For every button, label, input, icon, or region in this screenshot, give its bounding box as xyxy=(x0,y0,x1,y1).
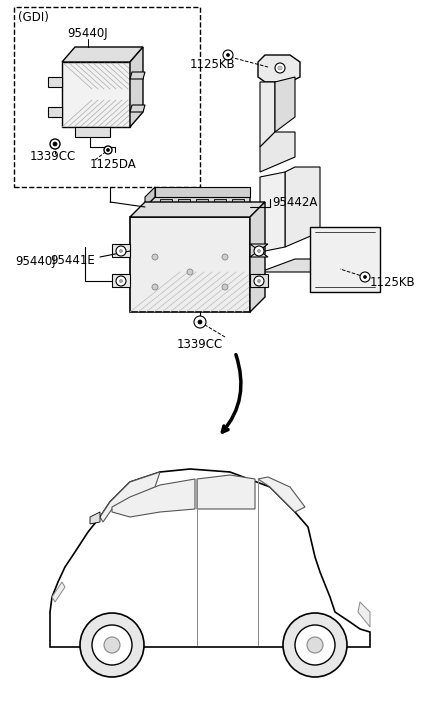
Polygon shape xyxy=(358,602,370,627)
Circle shape xyxy=(80,613,144,677)
Circle shape xyxy=(278,66,282,70)
Text: 95440J: 95440J xyxy=(15,255,56,268)
Circle shape xyxy=(198,320,202,324)
Text: 1125DA: 1125DA xyxy=(90,158,137,171)
Polygon shape xyxy=(214,199,226,215)
Polygon shape xyxy=(250,202,265,312)
Circle shape xyxy=(222,284,228,290)
Polygon shape xyxy=(50,469,370,647)
Polygon shape xyxy=(197,475,255,509)
Polygon shape xyxy=(258,55,300,82)
Circle shape xyxy=(360,272,370,282)
Circle shape xyxy=(152,284,158,290)
Circle shape xyxy=(92,625,132,665)
Polygon shape xyxy=(232,199,244,215)
Polygon shape xyxy=(258,477,305,512)
Polygon shape xyxy=(285,167,320,247)
Polygon shape xyxy=(130,105,145,112)
Polygon shape xyxy=(260,82,275,147)
Polygon shape xyxy=(62,47,143,62)
Text: 1125KB: 1125KB xyxy=(370,276,416,289)
Circle shape xyxy=(119,249,122,252)
Polygon shape xyxy=(112,479,195,517)
Text: 95441E: 95441E xyxy=(50,254,95,267)
Polygon shape xyxy=(260,259,320,272)
Circle shape xyxy=(295,625,335,665)
Circle shape xyxy=(104,146,112,154)
Text: 95442A: 95442A xyxy=(272,196,318,209)
Bar xyxy=(14,7,200,187)
Polygon shape xyxy=(112,244,130,257)
Polygon shape xyxy=(145,197,250,217)
Polygon shape xyxy=(48,77,62,87)
Polygon shape xyxy=(52,582,65,602)
Circle shape xyxy=(53,142,57,146)
Circle shape xyxy=(152,254,158,260)
Circle shape xyxy=(307,637,323,653)
Polygon shape xyxy=(48,107,62,117)
Text: 1125KB: 1125KB xyxy=(190,58,236,71)
Circle shape xyxy=(226,54,229,57)
Circle shape xyxy=(50,139,60,149)
Circle shape xyxy=(119,279,122,283)
Polygon shape xyxy=(160,199,172,215)
Polygon shape xyxy=(155,187,250,197)
Polygon shape xyxy=(250,274,268,287)
Polygon shape xyxy=(130,47,143,127)
Polygon shape xyxy=(260,132,295,172)
Circle shape xyxy=(363,276,366,278)
Circle shape xyxy=(116,246,126,256)
Circle shape xyxy=(194,316,206,328)
Circle shape xyxy=(258,249,261,252)
Polygon shape xyxy=(62,62,130,127)
Polygon shape xyxy=(130,217,250,312)
Circle shape xyxy=(254,276,264,286)
Circle shape xyxy=(283,613,347,677)
Circle shape xyxy=(223,50,233,60)
Circle shape xyxy=(116,276,126,286)
Polygon shape xyxy=(250,244,268,257)
Circle shape xyxy=(222,254,228,260)
Text: (GDI): (GDI) xyxy=(18,10,49,23)
Circle shape xyxy=(104,637,120,653)
Circle shape xyxy=(275,63,285,73)
Circle shape xyxy=(254,246,264,256)
Polygon shape xyxy=(75,127,110,137)
Polygon shape xyxy=(260,172,285,252)
Polygon shape xyxy=(130,202,265,217)
Polygon shape xyxy=(90,512,100,524)
Polygon shape xyxy=(130,72,145,79)
Polygon shape xyxy=(196,199,208,215)
Circle shape xyxy=(187,269,193,275)
Polygon shape xyxy=(100,472,160,522)
Polygon shape xyxy=(178,199,190,215)
Text: 1339CC: 1339CC xyxy=(30,150,76,164)
Polygon shape xyxy=(145,187,155,207)
Circle shape xyxy=(107,148,110,151)
Text: 95440J: 95440J xyxy=(68,28,108,41)
Polygon shape xyxy=(310,227,380,292)
Text: 1339CC: 1339CC xyxy=(177,339,223,351)
Polygon shape xyxy=(275,77,295,132)
Circle shape xyxy=(258,279,261,283)
Polygon shape xyxy=(112,274,130,287)
